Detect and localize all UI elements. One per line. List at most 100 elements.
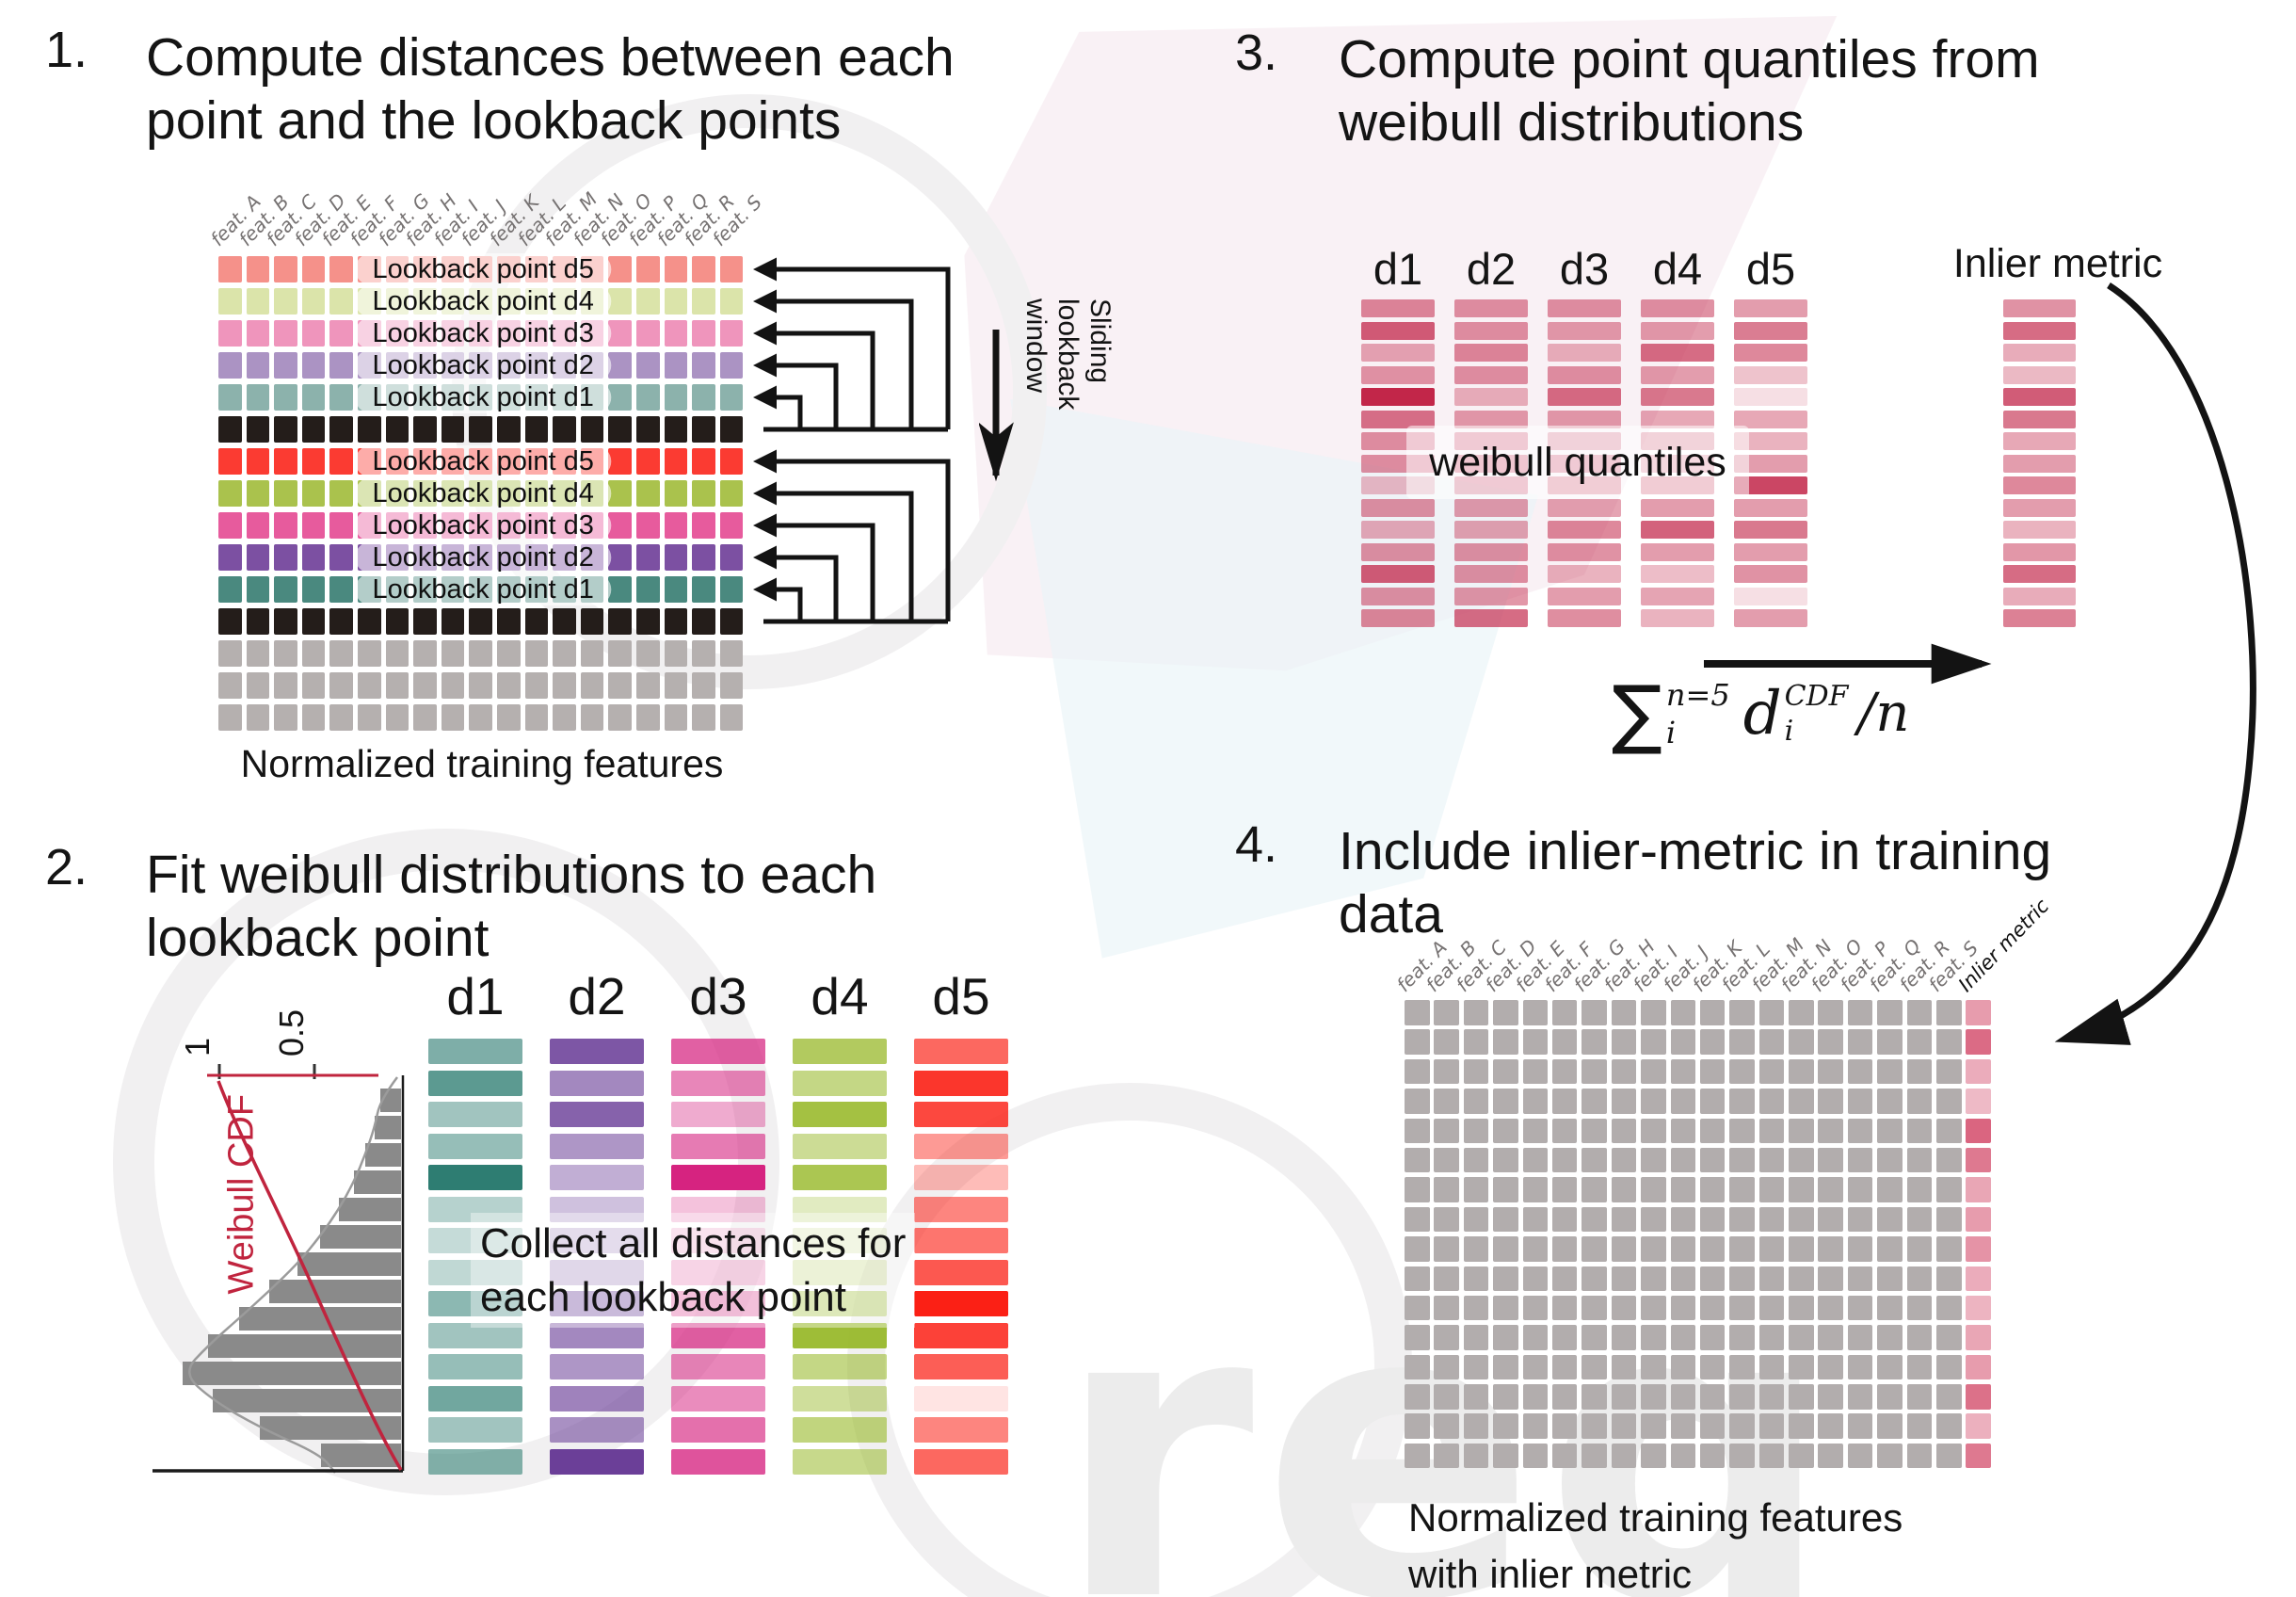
training-cell	[1758, 1147, 1785, 1173]
training-cell	[1551, 1325, 1578, 1350]
training-cell	[1847, 1177, 1873, 1202]
feature-cell	[357, 672, 381, 699]
training-cell	[1551, 1000, 1578, 1025]
training-cell	[1906, 1295, 1933, 1321]
quantile-bar	[1454, 609, 1528, 627]
feature-row: Lookback point d2	[218, 349, 747, 381]
quantile-bar	[1548, 609, 1621, 627]
training-cell	[1729, 1236, 1755, 1262]
feature-cell	[246, 352, 270, 379]
distance-bar	[428, 1385, 522, 1411]
training-cell	[1670, 1177, 1696, 1202]
feature-cell	[274, 576, 297, 603]
feature-cell	[301, 608, 326, 635]
feature-row: Lookback point d3	[218, 317, 747, 349]
training-cell	[1789, 1029, 1814, 1055]
training-cell	[1877, 1118, 1903, 1144]
feature-cell	[524, 704, 549, 731]
sliding-line: lookback	[1052, 298, 1084, 411]
training-cell	[1936, 1089, 1962, 1114]
training-cell	[1906, 1118, 1933, 1144]
inlier-column	[2003, 299, 2076, 632]
training-cell	[1758, 1177, 1785, 1202]
training-cell	[1670, 1118, 1696, 1144]
feature-cell	[413, 672, 437, 699]
feature-cell	[608, 320, 632, 347]
training-cell	[1936, 1029, 1962, 1055]
training-cell	[1551, 1354, 1578, 1380]
quantile-column-header: d4	[1652, 244, 1703, 294]
feature-row: Lookback point d3	[218, 509, 747, 541]
training-cell	[1434, 1118, 1459, 1144]
feature-cell	[274, 352, 297, 379]
training-cell	[1906, 1000, 1933, 1025]
quantile-bar	[1641, 521, 1714, 539]
inlier-metric-cell	[1966, 1029, 1991, 1055]
training-cell	[1699, 1295, 1726, 1321]
distance-bar	[793, 1102, 887, 1127]
training-cell	[1463, 1177, 1489, 1202]
feature-cell	[218, 384, 242, 411]
training-cell	[1493, 1295, 1518, 1321]
training-cell	[1551, 1384, 1578, 1410]
divide-by-n: /n	[1857, 683, 1910, 744]
distance-bar	[914, 1417, 1008, 1443]
distance-bar	[428, 1070, 522, 1096]
training-cell	[1818, 1236, 1843, 1262]
training-cell	[1611, 1177, 1637, 1202]
training-cell	[1789, 1354, 1814, 1380]
histogram-bar	[208, 1334, 401, 1358]
feature-cell	[357, 608, 381, 635]
training-cell	[1789, 1000, 1814, 1025]
feature-cell	[441, 416, 465, 443]
training-cell	[1522, 1413, 1549, 1439]
quantile-bar	[1734, 365, 1807, 384]
feature-cell	[218, 320, 242, 347]
training-cell	[1405, 1206, 1430, 1233]
distance-bar	[793, 1385, 887, 1411]
feature-cell	[246, 672, 270, 699]
feature-cell	[553, 640, 576, 667]
training-cell	[1434, 1354, 1459, 1380]
quantile-bar	[1641, 565, 1714, 583]
training-cell	[1611, 1118, 1637, 1144]
training-cell	[1582, 1177, 1607, 1202]
training-cell	[1789, 1443, 1814, 1469]
feature-cell	[664, 544, 688, 571]
training-cell	[1611, 1325, 1637, 1350]
training-cell	[1611, 1206, 1637, 1233]
training-cell	[1582, 1089, 1607, 1114]
training-cell	[1758, 1354, 1785, 1380]
distance-bar	[550, 1039, 644, 1064]
feature-cell	[664, 256, 688, 282]
feature-cell	[246, 608, 270, 635]
feature-cell	[469, 672, 492, 699]
training-cell	[1670, 1295, 1696, 1321]
quantile-bar	[1734, 299, 1807, 317]
lookback-row-label: Lookback point d1	[355, 573, 611, 605]
inlier-metric-cell	[1966, 1147, 1991, 1173]
feature-cell	[635, 704, 660, 731]
distance-bar	[793, 1354, 887, 1379]
training-cell	[1405, 1118, 1430, 1144]
distance-bar	[428, 1417, 522, 1443]
feature-cell	[580, 608, 604, 635]
quantile-bar	[1548, 498, 1621, 517]
feature-cell	[274, 608, 297, 635]
training-cell	[1877, 1029, 1903, 1055]
feature-cell	[664, 672, 688, 699]
distance-bar	[793, 1165, 887, 1190]
quantile-bar	[1454, 365, 1528, 384]
training-cell	[1818, 1147, 1843, 1173]
training-row	[1405, 1325, 1996, 1350]
feature-cell	[664, 608, 688, 635]
quantile-bar	[1734, 542, 1807, 561]
feature-cell	[218, 672, 242, 699]
distance-bar	[550, 1385, 644, 1411]
training-cell	[1936, 1118, 1962, 1144]
feature-cell	[301, 576, 326, 603]
training-cell	[1611, 1413, 1637, 1439]
distance-bar	[793, 1448, 887, 1475]
training-cell	[1818, 1443, 1843, 1469]
feature-cell	[608, 672, 632, 699]
